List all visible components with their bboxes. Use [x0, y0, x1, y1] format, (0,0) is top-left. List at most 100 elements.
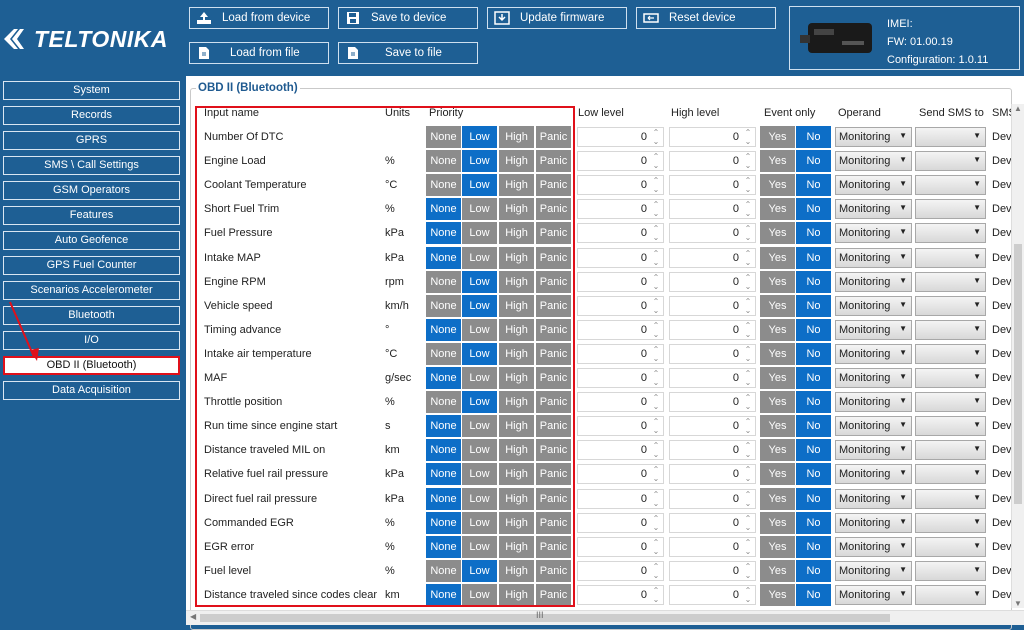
spinner-icon[interactable]: ⌃ ⌄ [744, 465, 752, 484]
priority-high-button[interactable]: High [499, 198, 534, 221]
scroll-down-icon[interactable]: ▼ [1014, 599, 1022, 608]
operand-select[interactable]: Monitoring ▼ [835, 223, 912, 244]
spinner-icon[interactable]: ⌃ ⌄ [652, 224, 660, 243]
send-sms-to-select[interactable]: ▼ [915, 175, 986, 196]
priority-none-button[interactable]: None [426, 294, 461, 317]
high-level-input[interactable]: 0 ⌃ ⌄ [669, 440, 756, 461]
priority-none-button[interactable]: None [426, 535, 461, 558]
high-level-input[interactable]: 0 ⌃ ⌄ [669, 392, 756, 413]
high-level-input[interactable]: 0 ⌃ ⌄ [669, 464, 756, 485]
event-only-yes-button[interactable]: Yes [760, 487, 795, 510]
high-level-input[interactable]: 0 ⌃ ⌄ [669, 199, 756, 220]
low-level-input[interactable]: 0 ⌃ ⌄ [577, 368, 664, 388]
priority-low-button[interactable]: Low [462, 535, 497, 558]
sidebar-item-data-acquisition[interactable]: Data Acquisition [3, 381, 180, 400]
high-level-input[interactable]: 0 ⌃ ⌄ [669, 271, 756, 292]
scroll-up-icon[interactable]: ▲ [1014, 104, 1022, 113]
event-only-yes-button[interactable]: Yes [760, 222, 795, 245]
priority-none-button[interactable]: None [426, 463, 461, 486]
spinner-icon[interactable]: ⌃ ⌄ [652, 369, 660, 387]
event-only-yes-button[interactable]: Yes [760, 511, 795, 534]
high-level-input[interactable]: 0 ⌃ ⌄ [669, 151, 756, 172]
priority-low-button[interactable]: Low [462, 270, 497, 293]
priority-panic-button[interactable]: Panic [536, 270, 571, 293]
spinner-icon[interactable]: ⌃ ⌄ [744, 537, 752, 556]
low-level-input[interactable]: 0 ⌃ ⌄ [577, 127, 664, 147]
event-only-no-button[interactable]: No [796, 174, 831, 197]
event-only-no-button[interactable]: No [796, 415, 831, 438]
priority-high-button[interactable]: High [499, 439, 534, 462]
priority-low-button[interactable]: Low [462, 342, 497, 365]
send-sms-to-select[interactable]: ▼ [915, 199, 986, 220]
priority-high-button[interactable]: High [499, 342, 534, 365]
vertical-scroll-thumb[interactable] [1014, 244, 1022, 504]
low-level-input[interactable]: 0 ⌃ ⌄ [577, 151, 664, 172]
spinner-icon[interactable]: ⌃ ⌄ [744, 152, 752, 171]
priority-low-button[interactable]: Low [462, 415, 497, 438]
spinner-icon[interactable]: ⌃ ⌄ [744, 513, 752, 532]
event-only-no-button[interactable]: No [796, 126, 831, 148]
send-sms-to-select[interactable]: ▼ [915, 247, 986, 268]
event-only-no-button[interactable]: No [796, 367, 831, 389]
spinner-icon[interactable]: ⌃ ⌄ [744, 272, 752, 291]
priority-panic-button[interactable]: Panic [536, 150, 571, 173]
priority-panic-button[interactable]: Panic [536, 294, 571, 317]
priority-low-button[interactable]: Low [462, 222, 497, 245]
operand-select[interactable]: Monitoring ▼ [835, 464, 912, 485]
low-level-input[interactable]: 0 ⌃ ⌄ [577, 440, 664, 461]
priority-panic-button[interactable]: Panic [536, 559, 571, 582]
sidebar-item-i-o[interactable]: I/O [3, 331, 180, 350]
priority-none-button[interactable]: None [426, 439, 461, 462]
priority-none-button[interactable]: None [426, 342, 461, 365]
priority-high-button[interactable]: High [499, 463, 534, 486]
operand-select[interactable]: Monitoring ▼ [835, 127, 912, 147]
low-level-input[interactable]: 0 ⌃ ⌄ [577, 488, 664, 509]
spinner-icon[interactable]: ⌃ ⌄ [652, 128, 660, 146]
event-only-yes-button[interactable]: Yes [760, 463, 795, 486]
scroll-left-icon[interactable]: ◀ [190, 612, 197, 621]
event-only-yes-button[interactable]: Yes [760, 415, 795, 438]
spinner-icon[interactable]: ⌃ ⌄ [652, 417, 660, 436]
event-only-no-button[interactable]: No [796, 318, 831, 341]
priority-low-button[interactable]: Low [462, 174, 497, 197]
priority-none-button[interactable]: None [426, 415, 461, 438]
priority-panic-button[interactable]: Panic [536, 246, 571, 269]
priority-high-button[interactable]: High [499, 559, 534, 582]
priority-low-button[interactable]: Low [462, 367, 497, 389]
sidebar-item-records[interactable]: Records [3, 106, 180, 125]
priority-none-button[interactable]: None [426, 198, 461, 221]
spinner-icon[interactable]: ⌃ ⌄ [652, 344, 660, 363]
send-sms-to-select[interactable]: ▼ [915, 416, 986, 437]
event-only-yes-button[interactable]: Yes [760, 391, 795, 414]
low-level-input[interactable]: 0 ⌃ ⌄ [577, 271, 664, 292]
event-only-no-button[interactable]: No [796, 439, 831, 462]
event-only-yes-button[interactable]: Yes [760, 198, 795, 221]
spinner-icon[interactable]: ⌃ ⌄ [744, 344, 752, 363]
spinner-icon[interactable]: ⌃ ⌄ [652, 489, 660, 508]
low-level-input[interactable]: 0 ⌃ ⌄ [577, 295, 664, 316]
spinner-icon[interactable]: ⌃ ⌄ [652, 272, 660, 291]
priority-panic-button[interactable]: Panic [536, 126, 571, 148]
priority-high-button[interactable]: High [499, 246, 534, 269]
spinner-icon[interactable]: ⌃ ⌄ [744, 200, 752, 219]
priority-low-button[interactable]: Low [462, 511, 497, 534]
update-firmware-button[interactable]: Update firmware [487, 7, 627, 29]
priority-none-button[interactable]: None [426, 367, 461, 389]
spinner-icon[interactable]: ⌃ ⌄ [744, 320, 752, 339]
low-level-input[interactable]: 0 ⌃ ⌄ [577, 223, 664, 244]
sidebar-item-scenarios-accelerometer[interactable]: Scenarios Accelerometer [3, 281, 180, 300]
priority-high-button[interactable]: High [499, 391, 534, 414]
priority-high-button[interactable]: High [499, 150, 534, 173]
operand-select[interactable]: Monitoring ▼ [835, 488, 912, 509]
priority-panic-button[interactable]: Panic [536, 511, 571, 534]
event-only-yes-button[interactable]: Yes [760, 270, 795, 293]
event-only-no-button[interactable]: No [796, 487, 831, 510]
high-level-input[interactable]: 0 ⌃ ⌄ [669, 223, 756, 244]
event-only-no-button[interactable]: No [796, 391, 831, 414]
priority-low-button[interactable]: Low [462, 150, 497, 173]
sidebar-item-gps-fuel-counter[interactable]: GPS Fuel Counter [3, 256, 180, 275]
event-only-yes-button[interactable]: Yes [760, 583, 795, 606]
spinner-icon[interactable]: ⌃ ⌄ [744, 393, 752, 412]
priority-high-button[interactable]: High [499, 583, 534, 606]
priority-low-button[interactable]: Low [462, 294, 497, 317]
